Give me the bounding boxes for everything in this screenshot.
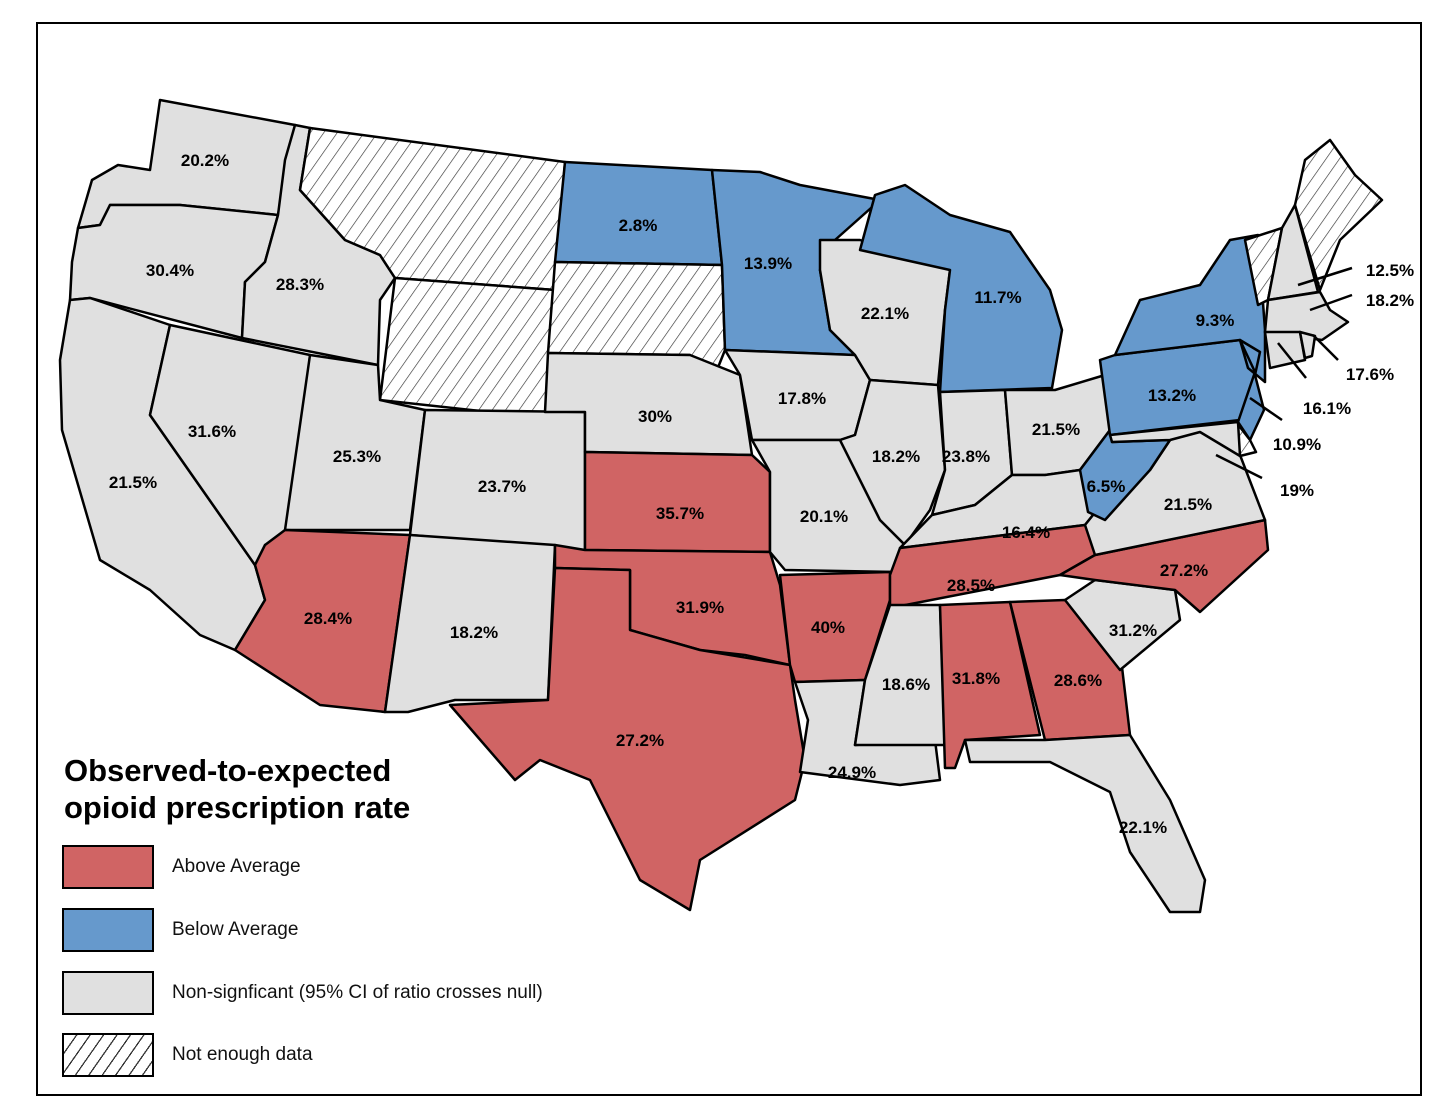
legend-item-above: Above Average — [62, 845, 301, 889]
value-label-ca: 21.5% — [109, 473, 157, 492]
not-enough-data-swatch — [62, 1033, 154, 1077]
map-frame — [36, 22, 1422, 1096]
state-nj — [1236, 338, 1266, 442]
leader-line-ma — [1309, 293, 1353, 312]
legend-title-line1: Observed-to-expected — [64, 753, 392, 788]
value-label-ny: 9.3% — [1196, 311, 1235, 330]
leader-line-ct — [1277, 342, 1307, 379]
value-label-la: 24.9% — [828, 763, 876, 782]
state-sc — [1063, 578, 1182, 672]
value-label-nh: 12.5% — [1366, 261, 1414, 280]
value-label-ri: 17.6% — [1346, 365, 1394, 384]
value-label-wv: 6.5% — [1087, 477, 1126, 496]
value-label-ct: 16.1% — [1303, 399, 1351, 418]
state-ri — [1298, 330, 1317, 360]
value-label-tn: 28.5% — [947, 576, 995, 595]
value-label-ks: 35.7% — [656, 504, 704, 523]
value-label-fl: 22.1% — [1119, 818, 1167, 837]
state-md — [1108, 420, 1242, 458]
legend-label: Not enough data — [172, 1044, 313, 1065]
value-label-mo: 20.1% — [800, 507, 848, 526]
value-label-ne: 30% — [638, 407, 672, 426]
value-label-md: 19% — [1280, 481, 1314, 500]
legend-item-no-data: Not enough data — [62, 1033, 313, 1077]
below-average-swatch — [62, 908, 154, 952]
non-significant-swatch — [62, 971, 154, 1015]
state-mi — [858, 183, 1064, 394]
value-label-ga: 28.6% — [1054, 671, 1102, 690]
value-label-ma: 18.2% — [1366, 291, 1414, 310]
value-label-il: 18.2% — [872, 447, 920, 466]
legend-title: Observed-to-expected opioid prescription… — [64, 752, 410, 826]
value-label-wi: 22.1% — [861, 304, 909, 323]
state-me — [1293, 138, 1384, 292]
value-label-ia: 17.8% — [778, 389, 826, 408]
value-label-ut: 25.3% — [333, 447, 381, 466]
leader-line-nh — [1297, 266, 1353, 287]
value-label-mn: 13.9% — [744, 254, 792, 273]
legend-label: Above Average — [172, 856, 301, 877]
value-label-tx: 27.2% — [616, 731, 664, 750]
value-label-ms: 18.6% — [882, 675, 930, 694]
value-label-sc: 31.2% — [1109, 621, 1157, 640]
state-tx — [448, 566, 807, 912]
value-label-nm: 18.2% — [450, 623, 498, 642]
value-label-ky: 16.4% — [1002, 523, 1050, 542]
leader-line-ri — [1312, 334, 1339, 361]
value-label-nc: 27.2% — [1160, 561, 1208, 580]
above-average-swatch — [62, 845, 154, 889]
value-label-ok: 31.9% — [676, 598, 724, 617]
leader-line-nj — [1249, 396, 1283, 422]
value-label-az: 28.4% — [304, 609, 352, 628]
value-label-mi: 11.7% — [974, 288, 1021, 307]
value-label-in: 23.8% — [942, 447, 990, 466]
state-ks — [583, 450, 772, 554]
value-label-al: 31.8% — [952, 669, 1000, 688]
legend-item-nonsignificant: Non-signficant (95% CI of ratio crosses … — [62, 971, 543, 1015]
legend-label: Non-signficant (95% CI of ratio crosses … — [172, 982, 543, 1003]
value-label-ar: 40% — [811, 618, 845, 637]
value-label-id: 28.3% — [276, 275, 324, 294]
value-label-va: 21.5% — [1164, 495, 1212, 514]
legend-item-below: Below Average — [62, 908, 298, 952]
value-label-co: 23.7% — [478, 477, 526, 496]
value-label-wa: 20.2% — [181, 151, 229, 170]
value-label-nj: 10.9% — [1273, 435, 1321, 454]
state-nd — [553, 160, 724, 267]
legend-label: Below Average — [172, 919, 299, 940]
legend-title-line2: opioid prescription rate — [64, 790, 411, 825]
value-label-oh: 21.5% — [1032, 420, 1080, 439]
value-label-nv: 31.6% — [188, 422, 236, 441]
value-label-or: 30.4% — [146, 261, 194, 280]
state-wy — [378, 276, 557, 420]
state-fl — [963, 733, 1207, 914]
value-label-pa: 13.2% — [1148, 386, 1196, 405]
value-label-nd: 2.8% — [619, 216, 658, 235]
leader-line-md — [1215, 453, 1263, 480]
